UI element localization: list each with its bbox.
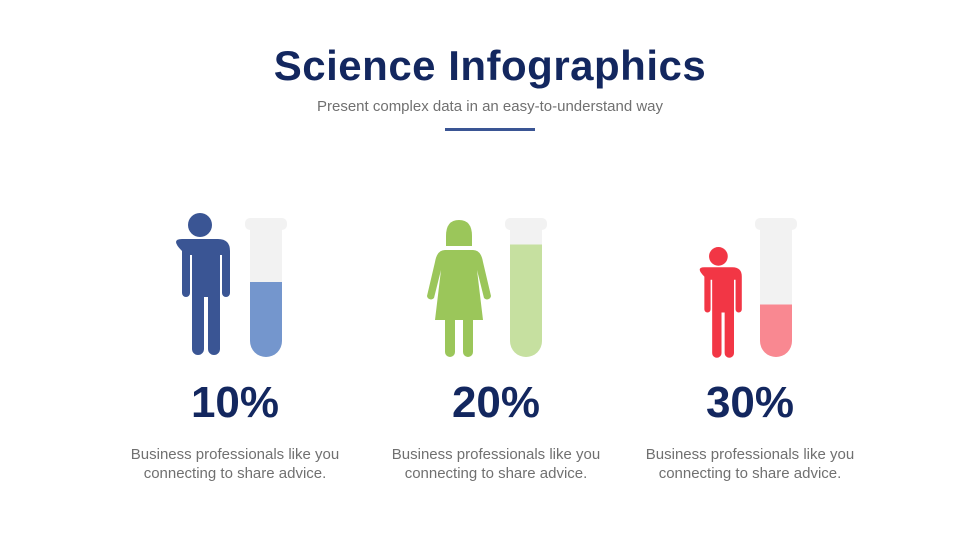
test-tube-icon [755, 218, 797, 357]
tube-fill [250, 282, 282, 357]
description-line: Business professionals like you [645, 446, 855, 463]
percent-value: 10% [190, 378, 280, 427]
description-line: connecting to share advice. [143, 465, 327, 482]
figure-and-tube [427, 218, 547, 357]
figure-and-tube [699, 218, 797, 358]
test-tube-icon [505, 218, 547, 357]
description: Business professionals like you connecti… [610, 445, 890, 483]
page-title: Science Infographics [273, 42, 707, 89]
page-subtitle: Present complex data in an easy-to-under… [316, 98, 664, 115]
description-line: connecting to share advice. [658, 465, 842, 482]
percent-value: 30% [705, 378, 795, 427]
description-line: Business professionals like you [391, 446, 601, 463]
percent-value: 20% [451, 378, 541, 427]
woman-icon [427, 220, 491, 357]
description-line: Business professionals like you [130, 446, 340, 463]
tube-fill [760, 304, 792, 357]
man-icon [176, 213, 230, 355]
description: Business professionals like you connecti… [95, 445, 375, 483]
title-divider [445, 128, 535, 131]
man-icon [699, 247, 742, 358]
tube-fill [510, 244, 542, 357]
description: Business professionals like you connecti… [356, 445, 636, 483]
figure-and-tube [176, 213, 287, 357]
description-line: connecting to share advice. [404, 465, 588, 482]
test-tube-icon [245, 218, 287, 357]
